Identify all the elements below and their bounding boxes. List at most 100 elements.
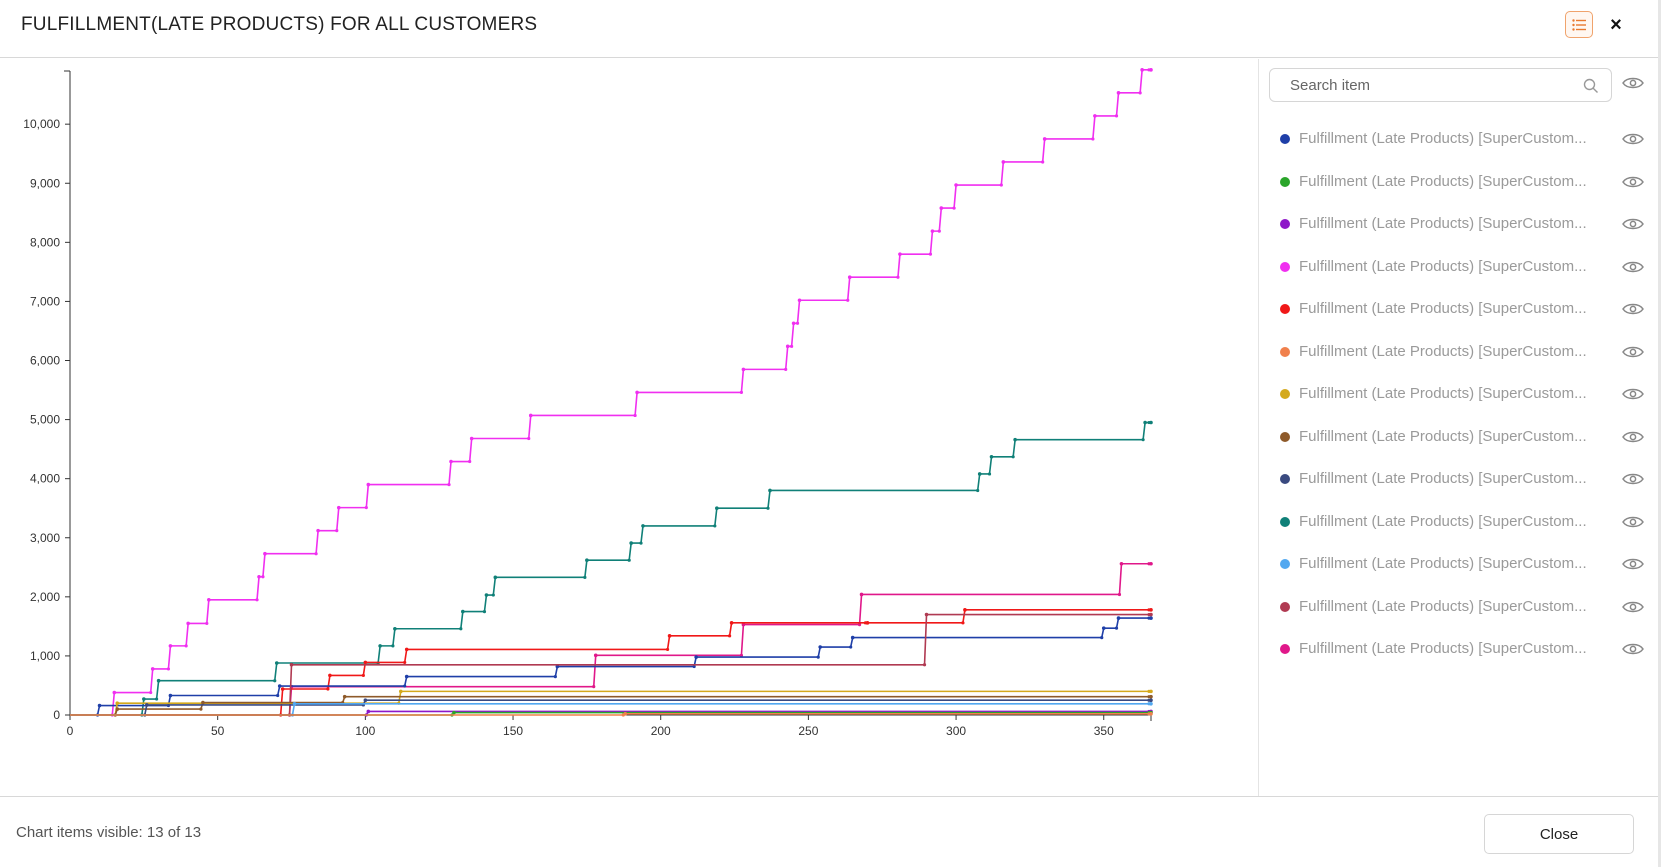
data-point [493, 575, 498, 580]
legend-item[interactable]: Fulfillment (Late Products) [SuperCustom… [1259, 465, 1661, 495]
data-point [797, 298, 802, 303]
data-point [1140, 68, 1144, 72]
data-point [201, 700, 205, 705]
data-point [1091, 137, 1095, 141]
data-point [468, 459, 472, 464]
data-point [404, 647, 409, 652]
data-point [928, 252, 933, 256]
data-point [627, 558, 631, 562]
visibility-eye-icon[interactable] [1622, 556, 1644, 572]
legend-item[interactable]: Fulfillment (Late Products) [SuperCustom… [1259, 295, 1661, 325]
close-button[interactable]: Close [1484, 814, 1634, 854]
close-icon[interactable]: × [1610, 14, 1622, 36]
legend-color-dot [1280, 601, 1290, 612]
visibility-eye-icon[interactable] [1622, 344, 1644, 360]
x-tick-label: 250 [798, 724, 818, 738]
data-point [741, 367, 746, 372]
data-point [363, 660, 368, 665]
data-point [896, 275, 900, 279]
data-point [274, 661, 279, 665]
visibility-eye-icon[interactable] [1622, 301, 1644, 317]
visibility-eye-icon[interactable] [1622, 174, 1644, 190]
data-point [954, 183, 958, 187]
search-input[interactable] [1278, 69, 1568, 101]
legend-item-label: Fulfillment (Late Products) [SuperCustom… [1299, 300, 1587, 317]
legend-item-label: Fulfillment (Late Products) [SuperCustom… [1299, 257, 1587, 275]
y-tick-label: 2,000 [30, 590, 60, 604]
data-point [156, 678, 161, 683]
data-point [184, 644, 188, 648]
data-point [850, 635, 855, 640]
legend-item[interactable]: Fulfillment (Late Products) [SuperCustom… [1259, 593, 1661, 623]
series-line [70, 421, 1151, 716]
legend-color-dot [1280, 644, 1290, 654]
data-point [452, 710, 456, 715]
data-point [633, 413, 637, 418]
legend-item[interactable]: Fulfillment (Late Products) [SuperCustom… [1259, 253, 1661, 283]
data-point [1147, 608, 1151, 612]
data-point [739, 390, 744, 395]
data-point [115, 707, 120, 711]
data-point [335, 529, 339, 533]
legend-color-dot [1280, 176, 1290, 187]
scrollbar[interactable] [1658, 0, 1661, 867]
data-point [1093, 114, 1097, 118]
data-point [528, 413, 533, 418]
legend-item[interactable]: Fulfillment (Late Products) [SuperCustom… [1259, 550, 1661, 580]
legend-item[interactable]: Fulfillment (Late Products) [SuperCustom… [1259, 635, 1661, 665]
data-point [592, 685, 596, 689]
data-point [553, 674, 557, 679]
legend-color-dot [1280, 134, 1290, 144]
data-point [585, 558, 589, 563]
toggle-all-visibility-eye-icon[interactable] [1622, 75, 1644, 91]
data-point [403, 660, 407, 665]
data-point [97, 703, 102, 708]
legend-item[interactable]: Fulfillment (Late Products) [SuperCustom… [1259, 423, 1661, 453]
visibility-eye-icon[interactable] [1622, 514, 1644, 530]
data-point [939, 206, 944, 210]
data-point [785, 344, 790, 349]
legend-item[interactable]: Fulfillment (Late Products) [SuperCustom… [1259, 508, 1661, 538]
data-point [257, 574, 261, 579]
data-point [336, 505, 341, 510]
legend-item[interactable]: Fulfillment (Late Products) [SuperCustom… [1259, 210, 1661, 240]
legend-item[interactable]: Fulfillment (Late Products) [SuperCustom… [1259, 338, 1661, 368]
data-point [1147, 702, 1151, 706]
legend-item-label: Fulfillment (Late Products) [SuperCustom… [1299, 597, 1587, 615]
data-point [366, 482, 371, 487]
data-point [276, 693, 280, 698]
legend-toggle-button[interactable] [1565, 11, 1593, 38]
visibility-eye-icon[interactable] [1622, 429, 1644, 445]
visibility-eye-icon[interactable] [1622, 386, 1644, 402]
visibility-eye-icon[interactable] [1622, 131, 1644, 147]
data-point [727, 634, 732, 638]
dialog-header: FULFILLMENT(LATE PRODUCTS) FOR ALL CUSTO… [0, 0, 1661, 58]
data-point [629, 541, 633, 545]
legend-item[interactable]: Fulfillment (Late Products) [SuperCustom… [1259, 380, 1661, 410]
visibility-eye-icon[interactable] [1622, 641, 1644, 657]
visibility-eye-icon[interactable] [1622, 259, 1644, 275]
visibility-eye-icon[interactable] [1622, 471, 1644, 487]
data-point [924, 612, 929, 617]
data-point [144, 703, 149, 707]
legend-item-label: Fulfillment (Late Products) [SuperCustom… [1299, 342, 1587, 360]
legend-item[interactable]: Fulfillment (Late Products) [SuperCustom… [1259, 125, 1661, 155]
data-point [112, 690, 117, 695]
x-tick-label: 50 [211, 724, 225, 738]
data-point [449, 459, 453, 464]
data-point [149, 690, 153, 695]
data-point [846, 298, 850, 302]
legend-color-dot [1280, 261, 1290, 272]
data-point [447, 482, 451, 487]
data-point [289, 662, 294, 667]
legend-item-label: Fulfillment (Late Products) [SuperCustom… [1299, 640, 1587, 657]
legend-item[interactable]: Fulfillment (Late Products) [SuperCustom… [1259, 168, 1661, 198]
visibility-eye-icon[interactable] [1622, 599, 1644, 615]
data-point [1114, 114, 1119, 118]
data-point [1100, 636, 1104, 640]
visibility-eye-icon[interactable] [1622, 216, 1644, 232]
y-tick-label: 4,000 [30, 472, 60, 486]
search-icon[interactable] [1583, 78, 1599, 94]
data-point [366, 709, 371, 714]
data-point [791, 321, 796, 326]
